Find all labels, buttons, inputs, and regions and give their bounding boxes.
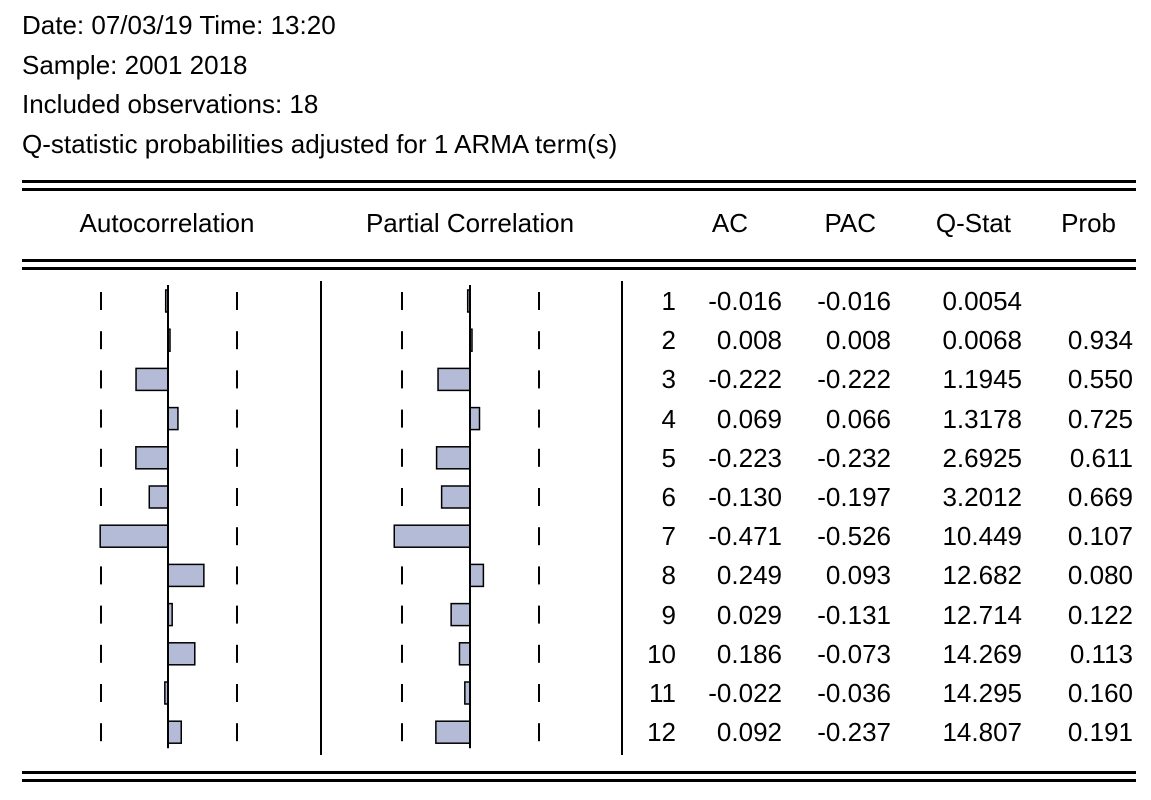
- prob-cell: 0.669: [1067, 482, 1133, 512]
- lag-cell: 4: [661, 403, 676, 434]
- header-double-rule-upper: [22, 259, 1136, 262]
- ac-bar: [167, 563, 205, 588]
- ac-cell: 0.069: [716, 403, 782, 434]
- ac-cell: 0.029: [716, 599, 782, 630]
- prob-cell: 0.080: [1067, 560, 1133, 591]
- ac-cell: -0.130: [708, 482, 782, 512]
- ac-bar: [99, 524, 169, 548]
- lag-cell: 2: [661, 325, 676, 356]
- pac-cell: 0.093: [825, 560, 891, 591]
- pac-bar: [435, 720, 471, 744]
- lag-cell: 3: [661, 364, 676, 395]
- qstat-cell: 12.714: [942, 599, 1022, 630]
- column-separator-left: [320, 281, 322, 755]
- qstat-cell: 0.0054: [942, 286, 1022, 316]
- ac-cell: -0.223: [708, 442, 782, 473]
- prob-cell: 0.611: [1069, 442, 1133, 473]
- prob-cell: 0.160: [1067, 678, 1133, 708]
- lag-cell: 5: [661, 442, 676, 473]
- qstat-cell: 0.0068: [942, 325, 1022, 356]
- pac-bar: [393, 524, 471, 548]
- bottom-double-rule-upper: [22, 771, 1136, 774]
- pac-cell: 0.008: [825, 325, 891, 356]
- top-double-rule-lower: [22, 188, 1136, 191]
- qstat-cell: 14.807: [942, 717, 1022, 748]
- ac-header: AC: [711, 208, 748, 238]
- pac-cell: -0.131: [817, 599, 891, 630]
- pac-bar: [469, 406, 481, 431]
- pac-cell: -0.036: [817, 678, 891, 708]
- qstat-cell: 1.1945: [942, 364, 1022, 395]
- pac-cell: -0.197: [817, 482, 891, 512]
- ac-cell: 0.092: [716, 717, 782, 748]
- ac-cell: -0.022: [708, 678, 782, 708]
- prob-cell: 0.107: [1067, 521, 1133, 552]
- pac-bar: [450, 602, 471, 627]
- ac-cell: 0.186: [716, 638, 782, 669]
- observations-line: Included observations: 18: [22, 89, 319, 119]
- qstat-cell: 3.2012: [942, 482, 1022, 512]
- ac-bar: [135, 446, 169, 470]
- ac-cell: -0.222: [708, 364, 782, 395]
- partial-correlation-header: Partial Correlation: [365, 208, 575, 238]
- lag-cell: 8: [661, 560, 676, 591]
- pac-bar: [458, 642, 471, 666]
- lag-cell: 10: [647, 638, 676, 669]
- ac-bar: [167, 406, 179, 431]
- ac-bar: [167, 720, 182, 744]
- pac-cell: -0.222: [817, 364, 891, 395]
- ac-bar: [135, 367, 169, 392]
- pac-bar: [440, 485, 471, 509]
- pac-bar: [437, 367, 471, 392]
- pac-header: PAC: [824, 208, 876, 238]
- pac-cell: -0.016: [817, 286, 891, 316]
- prob-cell: 0.191: [1067, 717, 1133, 748]
- qstat-header: Q-Stat: [935, 208, 1011, 238]
- prob-cell: 0.934: [1067, 325, 1133, 356]
- prob-cell: 0.122: [1067, 599, 1133, 630]
- lag-cell: 12: [647, 717, 676, 748]
- autocorrelation-header: Autocorrelation: [79, 208, 255, 238]
- pac-bar: [469, 563, 485, 588]
- lag-cell: 1: [661, 286, 676, 316]
- date-time-line: Date: 07/03/19 Time: 13:20: [22, 10, 336, 40]
- pac-cell: -0.237: [817, 717, 891, 748]
- ac-cell: 0.249: [716, 560, 782, 591]
- ac-cell: -0.016: [708, 286, 782, 316]
- qstat-cell: 12.682: [942, 560, 1022, 591]
- pac-bar: [435, 446, 471, 470]
- prob-header: Prob: [1061, 208, 1116, 238]
- lag-cell: 9: [661, 599, 676, 630]
- qstat-cell: 10.449: [942, 521, 1022, 552]
- pac-cell: 0.066: [825, 403, 891, 434]
- qstat-cell: 1.3178: [942, 403, 1022, 434]
- bottom-double-rule-lower: [22, 779, 1136, 782]
- top-double-rule-upper: [22, 180, 1136, 183]
- ac-bar: [167, 642, 196, 666]
- pac-cell: -0.232: [817, 442, 891, 473]
- q-statistic-note: Q-statistic probabilities adjusted for 1…: [22, 129, 618, 159]
- lag-cell: 7: [661, 521, 676, 552]
- ac-bar: [148, 485, 169, 509]
- ac-cell: 0.008: [716, 325, 782, 356]
- header-double-rule-lower: [22, 267, 1136, 270]
- sample-line: Sample: 2001 2018: [22, 50, 248, 80]
- qstat-cell: 14.269: [942, 638, 1022, 669]
- qstat-cell: 14.295: [942, 678, 1022, 708]
- qstat-cell: 2.6925: [942, 442, 1022, 473]
- pac-cell: -0.073: [817, 638, 891, 669]
- lag-cell: 6: [661, 482, 676, 512]
- prob-cell: 0.725: [1067, 403, 1133, 434]
- column-separator-right: [621, 281, 623, 755]
- lag-cell: 11: [649, 678, 676, 708]
- prob-cell: 0.113: [1069, 638, 1133, 669]
- prob-cell: 0.550: [1067, 364, 1133, 395]
- ac-cell: -0.471: [708, 521, 782, 552]
- pac-cell: -0.526: [817, 521, 891, 552]
